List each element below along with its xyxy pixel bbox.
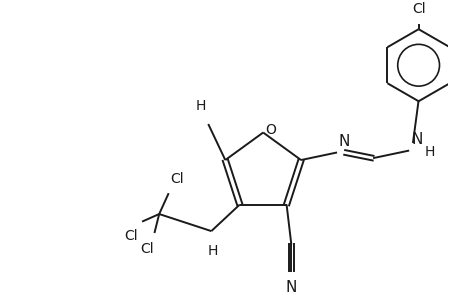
Text: N: N [285,280,297,296]
Text: Cl: Cl [170,172,184,186]
Text: H: H [207,244,218,258]
Text: Cl: Cl [140,242,153,256]
Text: H: H [195,99,205,112]
Text: O: O [265,123,275,137]
Text: N: N [338,134,350,149]
Text: Cl: Cl [411,2,425,16]
Text: Cl: Cl [124,229,138,243]
Text: N: N [410,132,421,147]
Text: H: H [423,146,434,160]
